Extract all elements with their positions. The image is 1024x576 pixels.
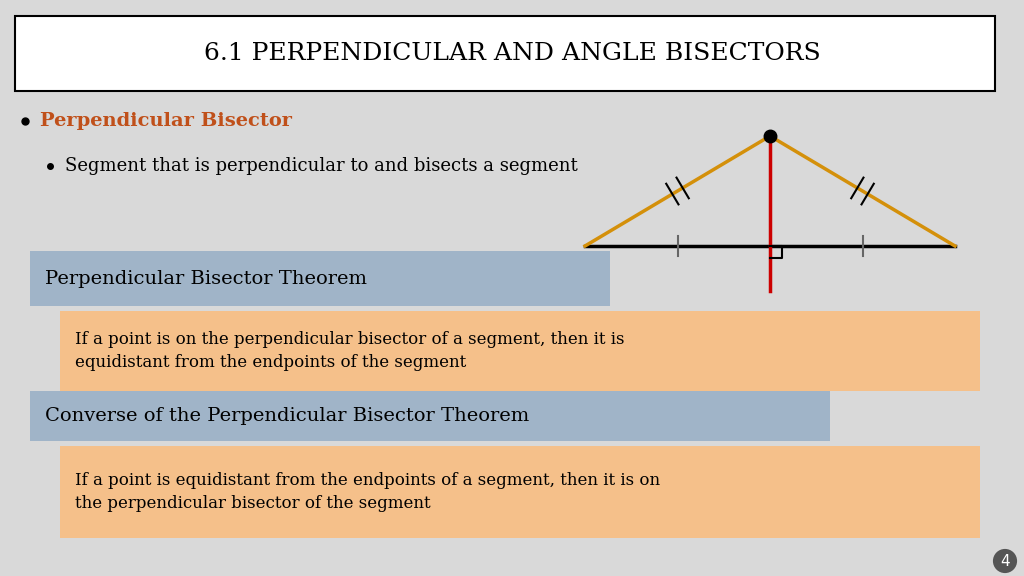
FancyBboxPatch shape	[15, 16, 995, 91]
Text: Converse of the Perpendicular Bisector Theorem: Converse of the Perpendicular Bisector T…	[45, 407, 529, 425]
Text: 4: 4	[1000, 554, 1010, 569]
Text: If a point is on the perpendicular bisector of a segment, then it is
equidistant: If a point is on the perpendicular bisec…	[75, 331, 625, 372]
FancyBboxPatch shape	[30, 391, 830, 441]
FancyBboxPatch shape	[60, 446, 980, 538]
Text: 6.1 PERPENDICULAR AND ANGLE BISECTORS: 6.1 PERPENDICULAR AND ANGLE BISECTORS	[204, 41, 820, 65]
Text: If a point is equidistant from the endpoints of a segment, then it is on
the per: If a point is equidistant from the endpo…	[75, 472, 660, 512]
Text: Perpendicular Bisector: Perpendicular Bisector	[40, 112, 292, 130]
Text: Segment that is perpendicular to and bisects a segment: Segment that is perpendicular to and bis…	[65, 157, 578, 175]
FancyBboxPatch shape	[60, 311, 980, 391]
Text: Perpendicular Bisector Theorem: Perpendicular Bisector Theorem	[45, 270, 367, 287]
FancyBboxPatch shape	[30, 251, 610, 306]
